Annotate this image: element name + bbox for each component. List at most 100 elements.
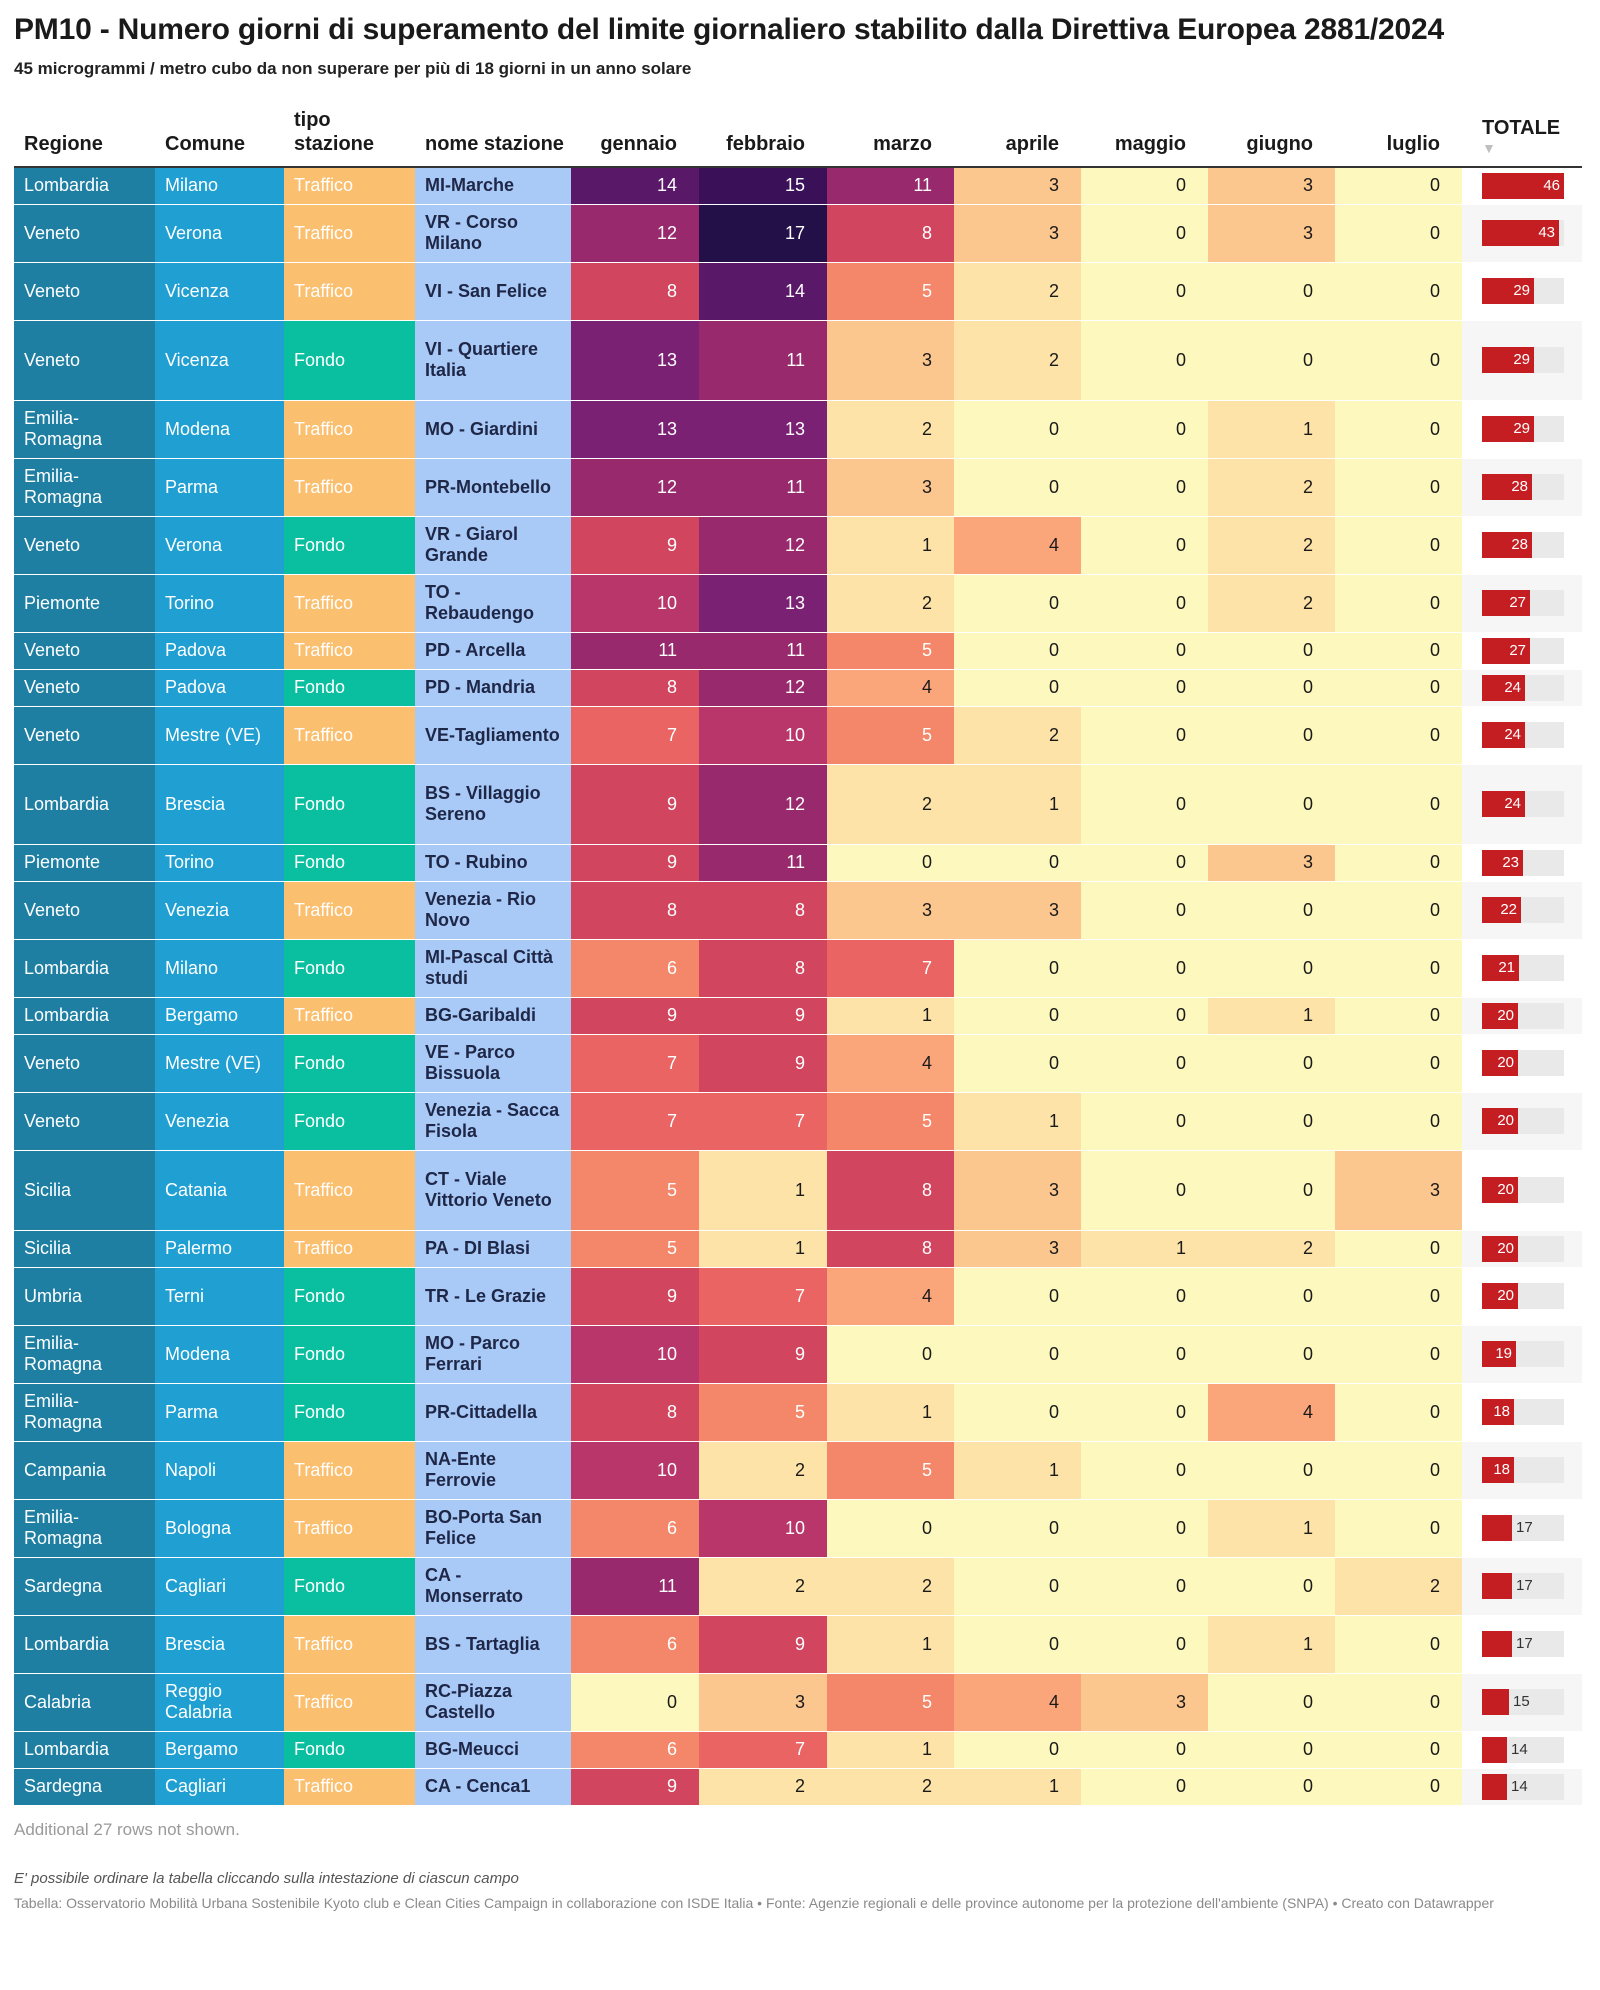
cell-giugno: 0 bbox=[1208, 320, 1335, 401]
column-header-regione[interactable]: Regione bbox=[14, 108, 155, 168]
cell-marzo: 5 bbox=[827, 1441, 954, 1500]
cell-totale: 17 bbox=[1462, 1499, 1582, 1558]
cell-luglio: 0 bbox=[1335, 997, 1462, 1035]
cell-regione: Veneto bbox=[14, 1034, 155, 1093]
cell-aprile: 2 bbox=[954, 706, 1081, 765]
cell-aprile: 0 bbox=[954, 1615, 1081, 1674]
cell-marzo: 0 bbox=[827, 1499, 954, 1558]
cell-comune: Mestre (VE) bbox=[155, 1034, 284, 1093]
cell-maggio: 0 bbox=[1081, 1383, 1208, 1442]
cell-luglio: 0 bbox=[1335, 669, 1462, 707]
cell-regione: Veneto bbox=[14, 706, 155, 765]
cell-febbraio: 2 bbox=[699, 1557, 827, 1616]
cell-nome-stazione: MO - Giardini bbox=[415, 400, 571, 459]
cell-nome-stazione: CT - Viale Vittorio Veneto bbox=[415, 1150, 571, 1231]
column-header-luglio[interactable]: luglio bbox=[1335, 108, 1462, 168]
cell-regione: Sicilia bbox=[14, 1230, 155, 1268]
cell-febbraio: 10 bbox=[699, 706, 827, 765]
cell-aprile: 0 bbox=[954, 1034, 1081, 1093]
column-header-comune[interactable]: Comune bbox=[155, 108, 284, 168]
total-bar-track: 20 bbox=[1482, 1108, 1564, 1134]
cell-nome-stazione: TO - Rubino bbox=[415, 844, 571, 882]
cell-comune: Torino bbox=[155, 574, 284, 633]
cell-marzo: 1 bbox=[827, 1615, 954, 1674]
cell-gennaio: 8 bbox=[571, 881, 699, 940]
cell-luglio: 0 bbox=[1335, 1034, 1462, 1093]
cell-tipo-stazione: Fondo bbox=[284, 516, 415, 575]
cell-luglio: 0 bbox=[1335, 1325, 1462, 1384]
rows-not-shown-note: Additional 27 rows not shown. bbox=[14, 1819, 240, 1839]
total-bar-track: 17 bbox=[1482, 1515, 1564, 1541]
column-header-marzo[interactable]: marzo bbox=[827, 108, 954, 168]
cell-gennaio: 7 bbox=[571, 706, 699, 765]
cell-regione: Lombardia bbox=[14, 997, 155, 1035]
total-bar bbox=[1482, 1177, 1518, 1203]
total-bar-track: 15 bbox=[1482, 1689, 1564, 1715]
cell-nome-stazione: TO - Rebaudengo bbox=[415, 574, 571, 633]
cell-tipo-stazione: Traffico bbox=[284, 400, 415, 459]
cell-totale: 14 bbox=[1462, 1731, 1582, 1769]
cell-giugno: 0 bbox=[1208, 1731, 1335, 1769]
cell-maggio: 1 bbox=[1081, 1230, 1208, 1268]
cell-gennaio: 12 bbox=[571, 204, 699, 263]
cell-gennaio: 10 bbox=[571, 574, 699, 633]
cell-maggio: 0 bbox=[1081, 939, 1208, 998]
column-header-maggio[interactable]: maggio bbox=[1081, 108, 1208, 168]
total-bar bbox=[1482, 220, 1559, 246]
total-value-label: 15 bbox=[1513, 1693, 1530, 1710]
table-header-row: Regione Comune tipo stazione nome stazio… bbox=[14, 108, 1582, 168]
cell-marzo: 0 bbox=[827, 1325, 954, 1384]
total-value-label: 20 bbox=[1497, 1006, 1514, 1024]
cell-giugno: 0 bbox=[1208, 669, 1335, 707]
total-bar bbox=[1482, 1050, 1518, 1076]
cell-regione: Lombardia bbox=[14, 1615, 155, 1674]
cell-nome-stazione: VE-Tagliamento bbox=[415, 706, 571, 765]
cell-totale: 17 bbox=[1462, 1615, 1582, 1674]
cell-gennaio: 6 bbox=[571, 939, 699, 998]
cell-totale: 20 bbox=[1462, 1230, 1582, 1268]
cell-maggio: 0 bbox=[1081, 1267, 1208, 1326]
cell-nome-stazione: BS - Tartaglia bbox=[415, 1615, 571, 1674]
cell-nome-stazione: VI - San Felice bbox=[415, 262, 571, 321]
column-header-febbraio[interactable]: febbraio bbox=[699, 108, 827, 168]
cell-febbraio: 7 bbox=[699, 1267, 827, 1326]
cell-maggio: 0 bbox=[1081, 706, 1208, 765]
cell-comune: Torino bbox=[155, 844, 284, 882]
cell-regione: Sicilia bbox=[14, 1150, 155, 1231]
table-row: Veneto Mestre (VE) Traffico VE-Tagliamento 7… bbox=[14, 706, 1582, 765]
cell-luglio: 0 bbox=[1335, 632, 1462, 670]
cell-comune: Modena bbox=[155, 1325, 284, 1384]
total-value-label: 24 bbox=[1504, 795, 1521, 812]
cell-gennaio: 8 bbox=[571, 1383, 699, 1442]
total-value-label: 19 bbox=[1495, 1345, 1512, 1362]
cell-giugno: 2 bbox=[1208, 1230, 1335, 1268]
column-header-nome-stazione[interactable]: nome stazione bbox=[415, 108, 571, 168]
total-bar-track: 20 bbox=[1482, 1050, 1564, 1076]
column-header-totale[interactable]: TOTALE ▼ bbox=[1462, 108, 1582, 168]
cell-luglio: 0 bbox=[1335, 1499, 1462, 1558]
sort-instructions-note: E' possibile ordinare la tabella cliccan… bbox=[14, 1869, 519, 1887]
cell-aprile: 1 bbox=[954, 1092, 1081, 1151]
cell-totale: 24 bbox=[1462, 764, 1582, 845]
column-header-gennaio[interactable]: gennaio bbox=[571, 108, 699, 168]
table-row: Sardegna Cagliari Fondo CA - Monserrato 11 2 2… bbox=[14, 1557, 1582, 1616]
total-value-label: 29 bbox=[1513, 420, 1530, 437]
cell-totale: 24 bbox=[1462, 669, 1582, 707]
cell-totale: 21 bbox=[1462, 939, 1582, 998]
table-row: Lombardia Brescia Fondo BS - Villaggio Sere… bbox=[14, 764, 1582, 845]
cell-maggio: 0 bbox=[1081, 881, 1208, 940]
total-bar bbox=[1482, 1573, 1512, 1599]
cell-totale: 20 bbox=[1462, 1267, 1582, 1326]
cell-nome-stazione: PD - Arcella bbox=[415, 632, 571, 670]
cell-gennaio: 9 bbox=[571, 1768, 699, 1806]
column-header-aprile[interactable]: aprile bbox=[954, 108, 1081, 168]
cell-aprile: 2 bbox=[954, 262, 1081, 321]
column-header-tipo-stazione[interactable]: tipo stazione bbox=[284, 108, 415, 168]
total-bar bbox=[1482, 1399, 1514, 1425]
column-header-giugno[interactable]: giugno bbox=[1208, 108, 1335, 168]
total-value-label: 20 bbox=[1497, 1239, 1514, 1257]
table-row: Piemonte Torino Traffico TO - Rebaudengo 10 1… bbox=[14, 574, 1582, 633]
table-row: Veneto Verona Traffico VR - Corso Milano 12 1… bbox=[14, 204, 1582, 263]
table-row: Piemonte Torino Fondo TO - Rubino 9 11 0 0 0 3 0 23 bbox=[14, 844, 1582, 882]
cell-tipo-stazione: Traffico bbox=[284, 1150, 415, 1231]
